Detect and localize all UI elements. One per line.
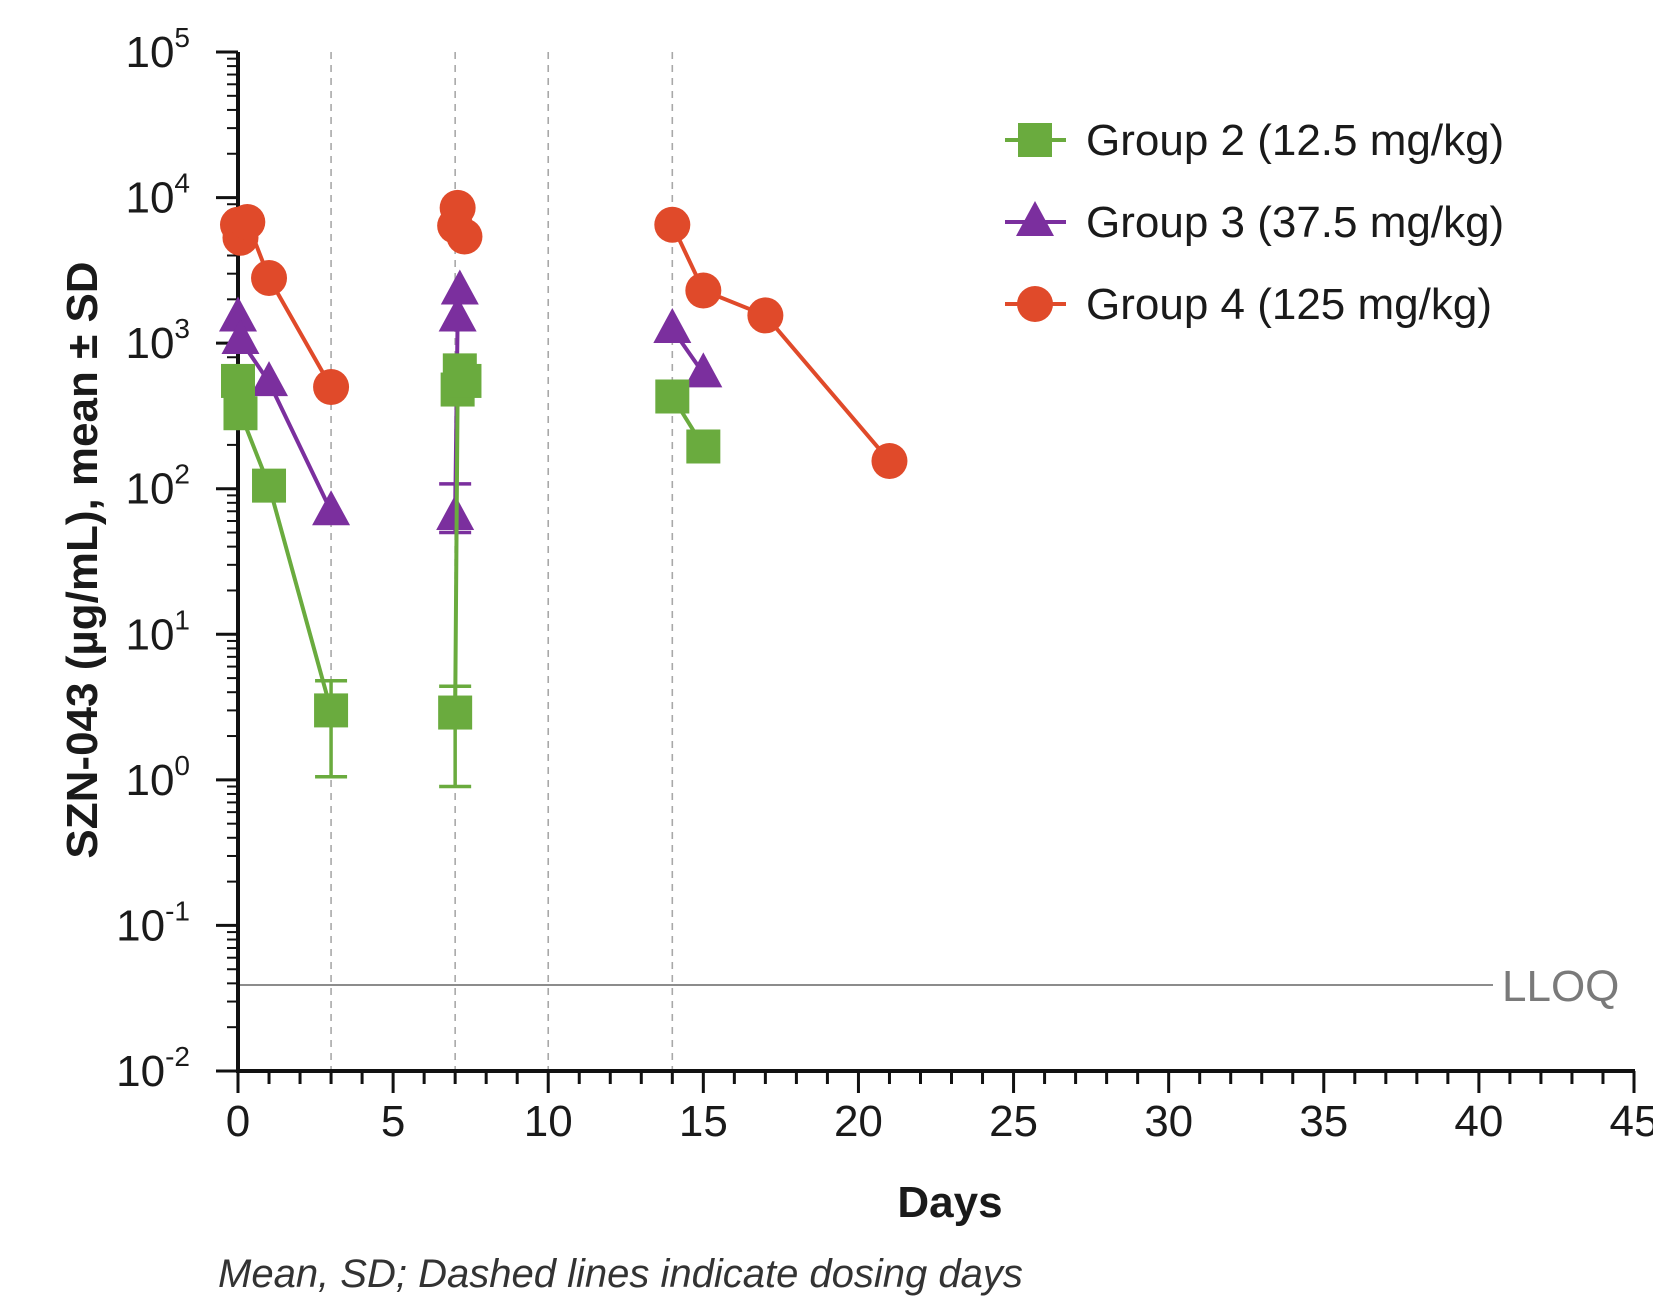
data-point (313, 368, 350, 405)
series-circle (220, 189, 908, 480)
data-point (314, 693, 349, 728)
data-point (654, 206, 691, 243)
y-axis-title: SZN-043 (µg/mL), mean ± SD (58, 261, 107, 858)
x-tick-label: 35 (1299, 1097, 1348, 1146)
y-tick-label: 102 (125, 459, 190, 514)
data-point (439, 189, 476, 226)
data-point (747, 297, 784, 334)
data-series (219, 189, 908, 789)
data-point (312, 490, 351, 526)
y-tick-label: 101 (125, 604, 190, 659)
axes: 0 5 10 15 20 25 30 35 40 45 105 104 103 102 101 100 10-1… (116, 22, 1653, 1146)
data-point (219, 296, 257, 332)
data-point (438, 296, 477, 332)
y-tick-label: 10-1 (116, 895, 190, 950)
data-point (440, 269, 479, 305)
x-tick-label: 10 (524, 1097, 573, 1146)
y-tick-label: 100 (125, 750, 190, 805)
lloq-line-group: LLOQ (238, 962, 1619, 1011)
legend-label: Group 3 (37.5 mg/kg) (1086, 198, 1504, 247)
data-point (685, 272, 722, 309)
x-tick-label: 20 (834, 1097, 883, 1146)
series-line (670, 223, 891, 463)
data-point (221, 319, 260, 355)
footnote: Mean, SD; Dashed lines indicate dosing d… (218, 1252, 1023, 1296)
dosing-day-lines (330, 52, 674, 1071)
x-tick-label: 30 (1144, 1097, 1193, 1146)
data-point (251, 260, 288, 297)
data-point (250, 361, 289, 397)
data-point (686, 429, 721, 464)
x-tick-label: 40 (1454, 1097, 1503, 1146)
y-tick-label: 104 (125, 168, 190, 223)
data-point (442, 353, 477, 388)
y-tick-label: 103 (125, 313, 190, 368)
data-point (223, 396, 258, 431)
x-tick-label: 45 (1610, 1097, 1653, 1146)
data-point (229, 203, 266, 240)
legend-marker (1017, 286, 1053, 322)
data-point (221, 363, 255, 398)
data-point (871, 443, 908, 480)
x-axis-title: Days (897, 1178, 1002, 1227)
x-tick-label: 25 (989, 1097, 1038, 1146)
data-point (438, 695, 473, 730)
legend-label: Group 4 (125 mg/kg) (1086, 280, 1492, 329)
data-point (446, 218, 483, 255)
y-tick-label: 105 (125, 22, 190, 77)
data-point (653, 308, 692, 344)
lloq-label: LLOQ (1502, 962, 1619, 1011)
legend-marker (1016, 201, 1054, 236)
data-point (252, 468, 287, 503)
series-square (221, 353, 721, 789)
x-tick-label: 15 (679, 1097, 728, 1146)
series-line (453, 369, 467, 713)
legend-marker (1018, 123, 1052, 157)
x-tick-label: 0 (226, 1097, 250, 1146)
series-line (236, 380, 333, 711)
legend-label: Group 2 (12.5 mg/kg) (1086, 116, 1504, 165)
data-point (684, 352, 723, 388)
legend: Group 2 (12.5 mg/kg) Group 3 (37.5 mg/kg)… (1005, 116, 1504, 329)
data-point (655, 379, 690, 414)
y-tick-label: 10-2 (116, 1041, 190, 1096)
x-tick-label: 5 (381, 1097, 405, 1146)
